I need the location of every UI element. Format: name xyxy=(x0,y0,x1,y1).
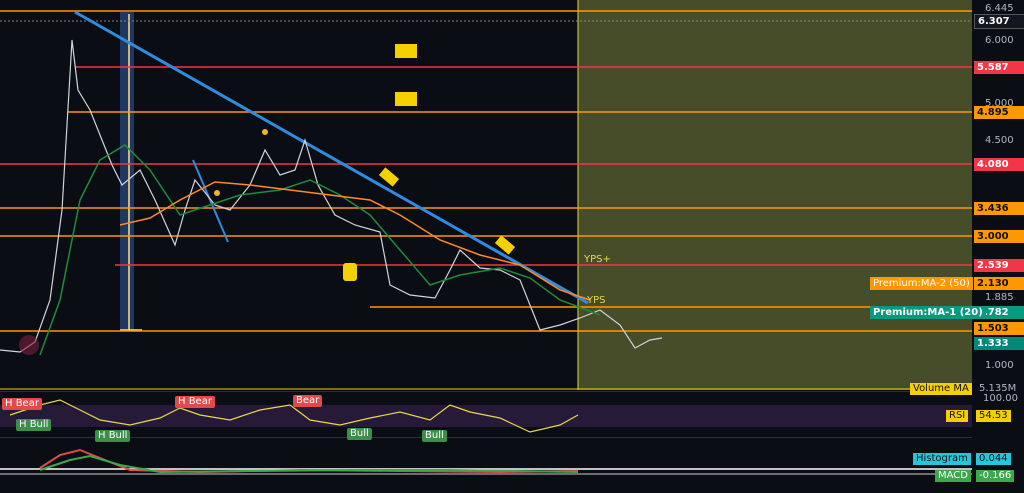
price-label: 1.885 xyxy=(985,292,1014,303)
price-label: 4.895 xyxy=(974,106,1024,119)
price-label: 6.000 xyxy=(985,35,1014,46)
marker xyxy=(262,129,268,135)
signal: H Bull xyxy=(16,419,52,431)
signal: Bull xyxy=(347,428,372,440)
price-label: 2.130 xyxy=(974,277,1024,290)
rsi-band xyxy=(0,405,972,427)
target-zone xyxy=(578,0,972,390)
range-box xyxy=(120,12,134,330)
volume-value: 5.135M xyxy=(979,383,1017,394)
price-label: 4.080 xyxy=(974,158,1024,171)
price-line xyxy=(0,39,663,353)
trend-line xyxy=(74,10,589,305)
price-label: 3.436 xyxy=(974,202,1024,215)
histogram-label: Histogram xyxy=(913,453,971,465)
price-label: 6.307 xyxy=(974,14,1024,29)
icon-hammer xyxy=(378,167,400,187)
price-label: 1.000 xyxy=(985,360,1014,371)
signal: Bull xyxy=(422,430,447,442)
signal-line xyxy=(39,454,579,474)
marker xyxy=(214,190,220,196)
signal: H Bear xyxy=(175,396,215,408)
macd-value: -0.166 xyxy=(976,470,1015,482)
price-label: 1.333 xyxy=(974,337,1024,350)
price-label: 1.782 xyxy=(974,306,1024,319)
ma-label: Premium:MA-2 (50) xyxy=(870,277,973,290)
rsi-top: 100.00 xyxy=(983,393,1018,404)
histogram-value: 0.044 xyxy=(976,453,1011,465)
marker xyxy=(19,335,39,355)
rsi-label: RSI xyxy=(946,410,969,422)
pane-divider xyxy=(0,437,1024,438)
pane-divider xyxy=(0,391,1024,392)
volume-label: Volume MA xyxy=(910,383,972,395)
price-label: 4.500 xyxy=(985,135,1014,146)
price-label: 5.000 xyxy=(985,98,1014,109)
price-label: 3.000 xyxy=(974,230,1024,243)
trend-line xyxy=(192,159,229,243)
ma-label: Premium:MA-1 (20) xyxy=(870,306,986,319)
rsi-line xyxy=(9,399,579,433)
price-label: 6.445 xyxy=(985,3,1014,14)
icon-hammer xyxy=(494,235,516,255)
price-label: 2.539 xyxy=(974,259,1024,272)
signal: H Bull xyxy=(95,430,131,442)
signal: H Bear xyxy=(2,398,42,410)
price-label: 5.587 xyxy=(974,61,1024,74)
price-label: 1.503 xyxy=(974,322,1024,335)
chart-mark: YPS xyxy=(586,295,606,306)
signal: Bear xyxy=(293,395,323,407)
icon-shield xyxy=(343,263,357,281)
chart-mark: YPS+ xyxy=(583,254,611,265)
rsi-value: 54.53 xyxy=(976,410,1011,422)
ma-50 xyxy=(119,181,591,301)
icon-dollar xyxy=(395,44,417,58)
ma-20 xyxy=(39,144,601,356)
icon-dollar xyxy=(395,92,417,106)
macd-label: MACD xyxy=(935,470,971,482)
